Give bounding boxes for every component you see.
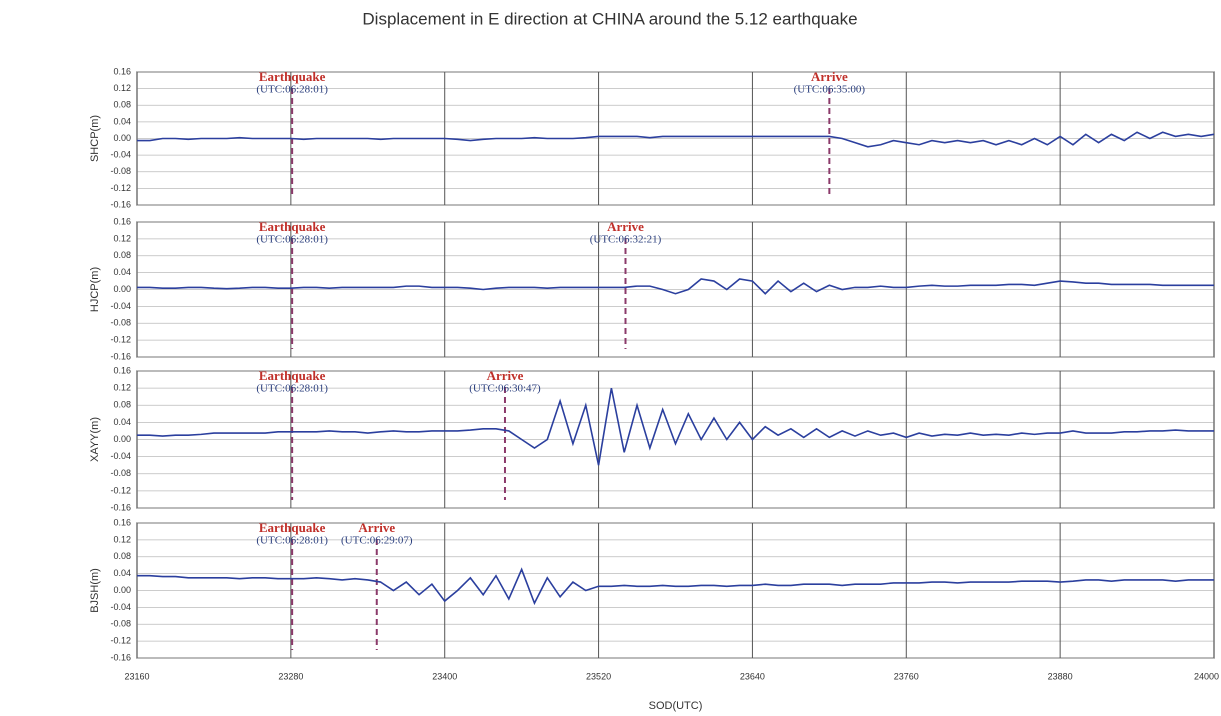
y-tick-label: 0.04 [113,417,131,427]
y-tick-label: 0.08 [113,551,131,561]
x-tick-label: 23520 [586,671,611,681]
y-tick-label: -0.12 [110,485,131,495]
x-tick-label: 23280 [278,671,303,681]
event-time: (UTC:06:32:21) [590,234,662,246]
event-time: (UTC:06:28:01) [256,234,328,246]
y-tick-label: 0.16 [113,517,131,527]
y-axis-label: SHCP(m) [89,115,101,162]
y-tick-label: 0.00 [113,133,131,143]
event-time: (UTC:06:28:01) [256,84,328,96]
y-tick-label: -0.04 [110,602,131,612]
x-axis-label: SOD(UTC) [649,700,703,712]
y-tick-label: 0.08 [113,100,131,110]
y-tick-label: 0.12 [113,383,131,393]
y-tick-label: -0.04 [110,301,131,311]
x-tick-label: 23880 [1048,671,1073,681]
event-label: Earthquake [259,520,326,535]
event-time: (UTC:06:35:00) [794,84,866,96]
event-label: Arrive [607,219,644,234]
x-tick-label: 23760 [894,671,919,681]
event-time: (UTC:06:30:47) [469,383,541,395]
data-line [137,567,1214,606]
y-tick-label: -0.16 [110,199,131,209]
y-tick-label: -0.08 [110,468,131,478]
y-axis-label: HJCP(m) [89,267,101,312]
chart-title: Displacement in E direction at CHINA aro… [362,9,857,28]
y-tick-label: -0.08 [110,619,131,629]
y-tick-label: -0.08 [110,166,131,176]
event-label: Arrive [358,520,395,535]
y-tick-label: -0.16 [110,502,131,512]
event-time: (UTC:06:28:01) [256,535,328,547]
y-tick-label: 0.00 [113,284,131,294]
y-tick-label: 0.08 [113,400,131,410]
y-tick-label: -0.04 [110,150,131,160]
x-tick-label: 23160 [124,671,149,681]
event-label: Earthquake [259,219,326,234]
y-tick-label: -0.12 [110,636,131,646]
y-tick-label: -0.16 [110,351,131,361]
y-tick-label: 0.04 [113,267,131,277]
data-line [137,387,1214,466]
y-tick-label: -0.16 [110,652,131,662]
y-tick-label: -0.08 [110,318,131,328]
y-axis-label: BJSH(m) [89,568,101,613]
y-tick-label: 0.00 [113,434,131,444]
y-tick-label: 0.12 [113,233,131,243]
y-tick-label: 0.04 [113,568,131,578]
y-tick-label: 0.04 [113,116,131,126]
y-tick-label: 0.08 [113,250,131,260]
y-tick-label: 0.16 [113,365,131,375]
y-tick-label: 0.12 [113,534,131,544]
y-tick-label: -0.12 [110,183,131,193]
y-tick-label: 0.16 [113,66,131,76]
event-label: Arrive [811,69,848,84]
event-time: (UTC:06:29:07) [341,535,413,547]
y-tick-label: -0.04 [110,451,131,461]
y-tick-label: -0.12 [110,335,131,345]
y-tick-label: 0.12 [113,83,131,93]
event-label: Arrive [487,368,524,383]
y-tick-label: 0.00 [113,585,131,595]
data-line [137,131,1215,148]
x-tick-label: 23400 [432,671,457,681]
x-tick-label: 24000 [1194,671,1219,681]
event-label: Earthquake [259,69,326,84]
y-axis-label: XAYY(m) [89,417,101,462]
event-time: (UTC:06:28:01) [256,383,328,395]
y-tick-label: 0.16 [113,216,131,226]
x-tick-label: 23640 [740,671,765,681]
event-label: Earthquake [259,368,326,383]
data-line [137,278,1214,295]
